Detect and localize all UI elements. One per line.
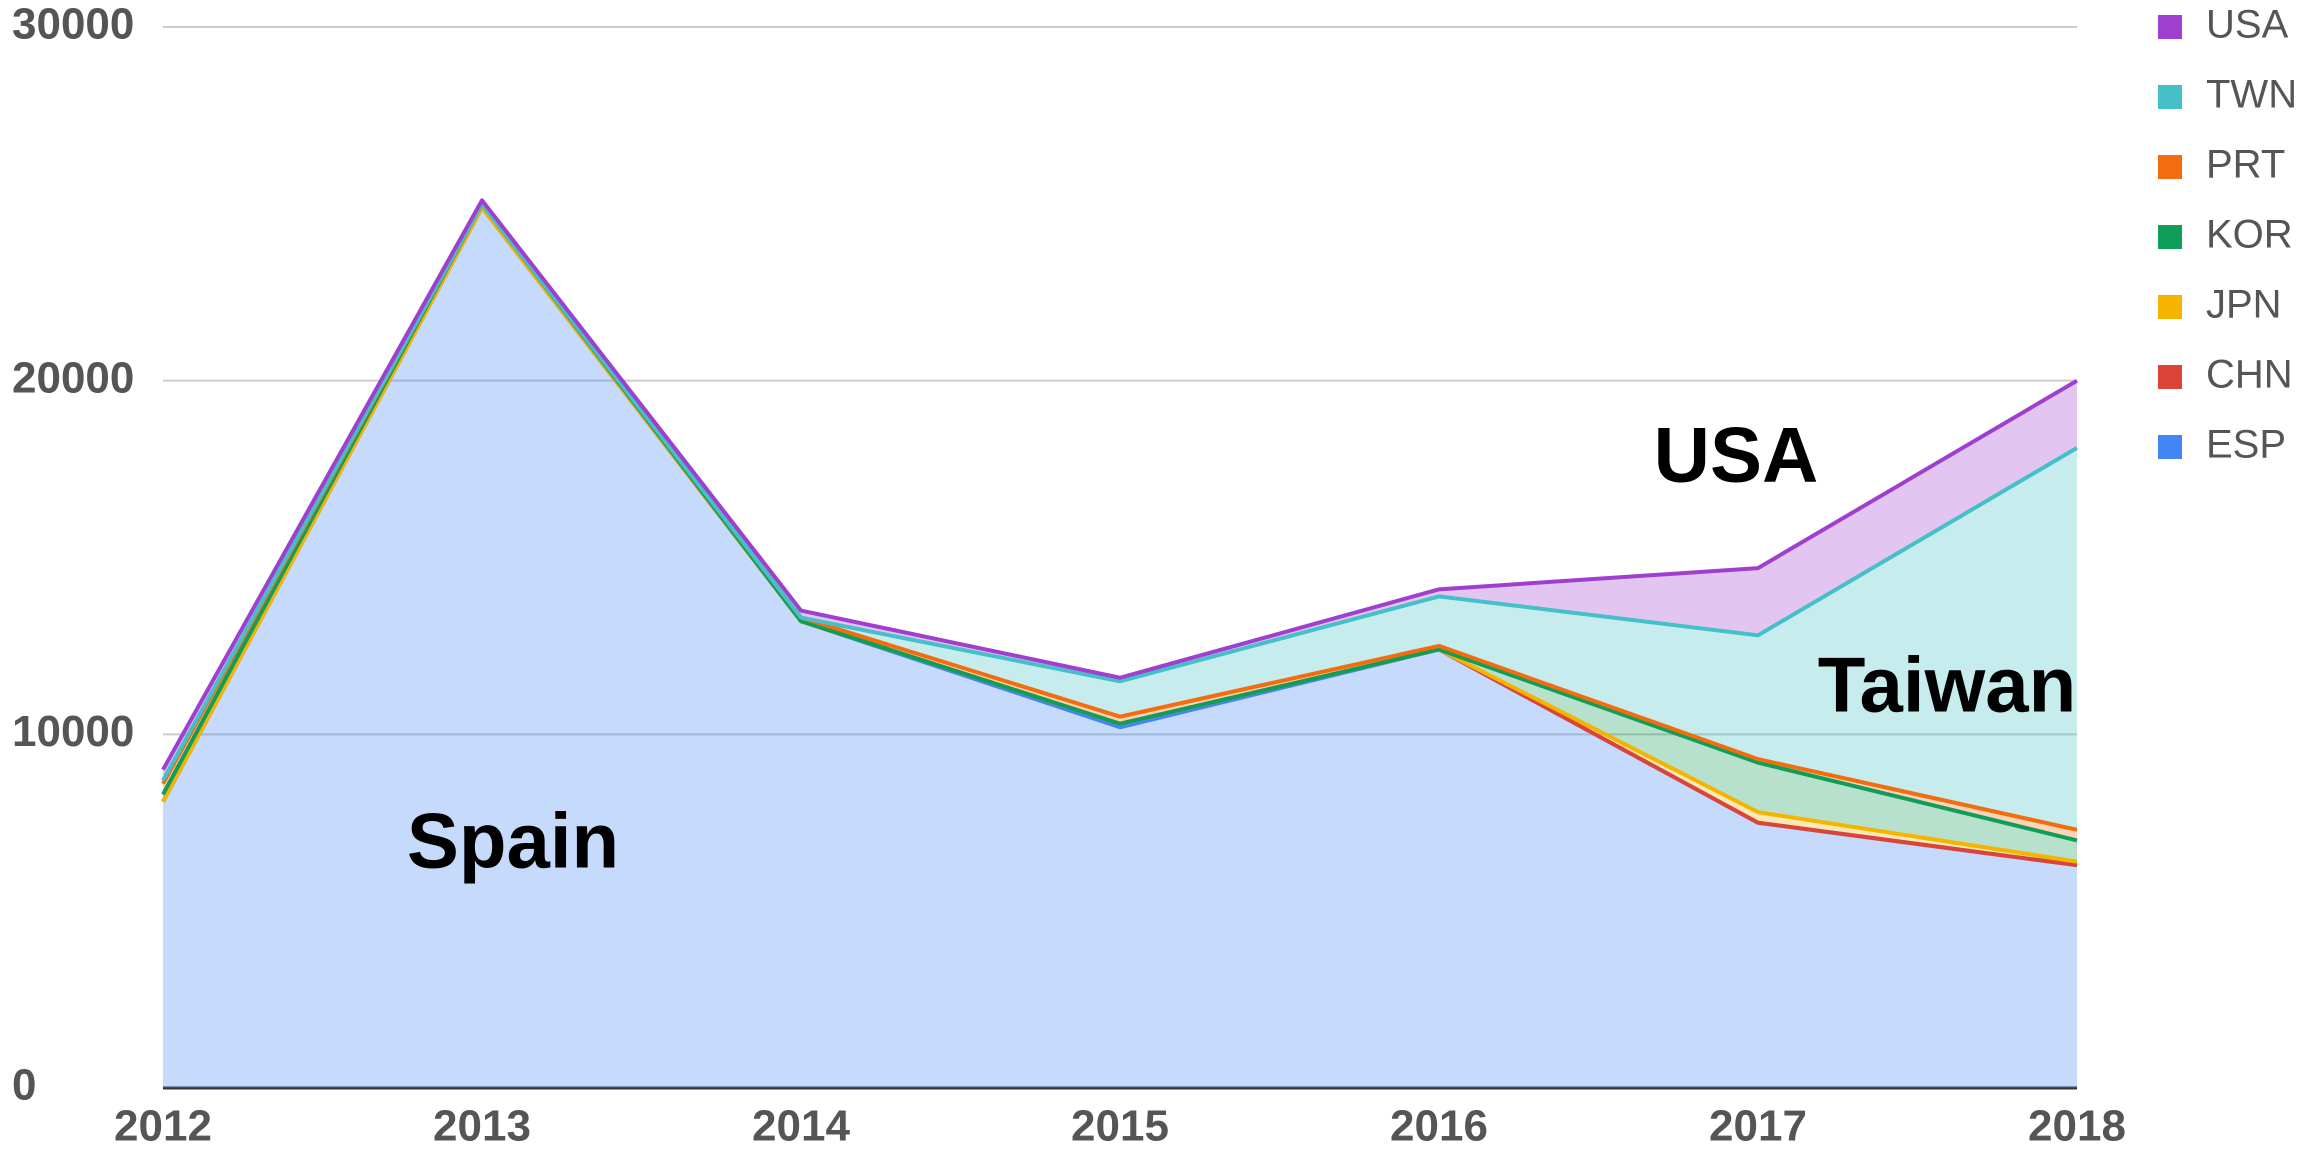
legend-swatch (2158, 15, 2182, 39)
area-fill (163, 207, 2077, 1088)
legend-swatch (2158, 225, 2182, 249)
legend-swatch (2158, 85, 2182, 109)
legend-label: KOR (2206, 213, 2293, 257)
x-tick-label: 2013 (433, 1102, 531, 1149)
x-tick-label: 2016 (1390, 1102, 1488, 1149)
annotation: Taiwan (1818, 641, 2077, 729)
legend-swatch (2158, 365, 2182, 389)
legend-swatch (2158, 435, 2182, 459)
area-fill (163, 203, 2077, 830)
legend-label: ESP (2206, 423, 2286, 467)
legend-swatch (2158, 295, 2182, 319)
area-line (161, 198, 2079, 771)
area-fill (163, 203, 2077, 862)
x-tick-label: 2017 (1709, 1102, 1807, 1149)
x-tick-label: 2014 (752, 1102, 850, 1149)
legend-swatch (2158, 155, 2182, 179)
y-tick-label: 10000 (12, 707, 134, 756)
annotation: USA (1654, 411, 1819, 499)
legend-label: PRT (2206, 143, 2285, 187)
y-tick-label: 30000 (12, 0, 134, 49)
legend-label: USA (2206, 3, 2289, 47)
legend-label: TWN (2206, 73, 2297, 117)
y-tick-label: 0 (12, 1061, 36, 1110)
x-tick-label: 2018 (2028, 1102, 2126, 1149)
y-tick-label: 20000 (12, 353, 134, 402)
x-tick-label: 2012 (114, 1102, 212, 1149)
annotation: Spain (407, 797, 619, 885)
legend-label: CHN (2206, 353, 2293, 397)
x-tick-label: 2015 (1071, 1102, 1169, 1149)
legend-label: JPN (2206, 283, 2282, 327)
